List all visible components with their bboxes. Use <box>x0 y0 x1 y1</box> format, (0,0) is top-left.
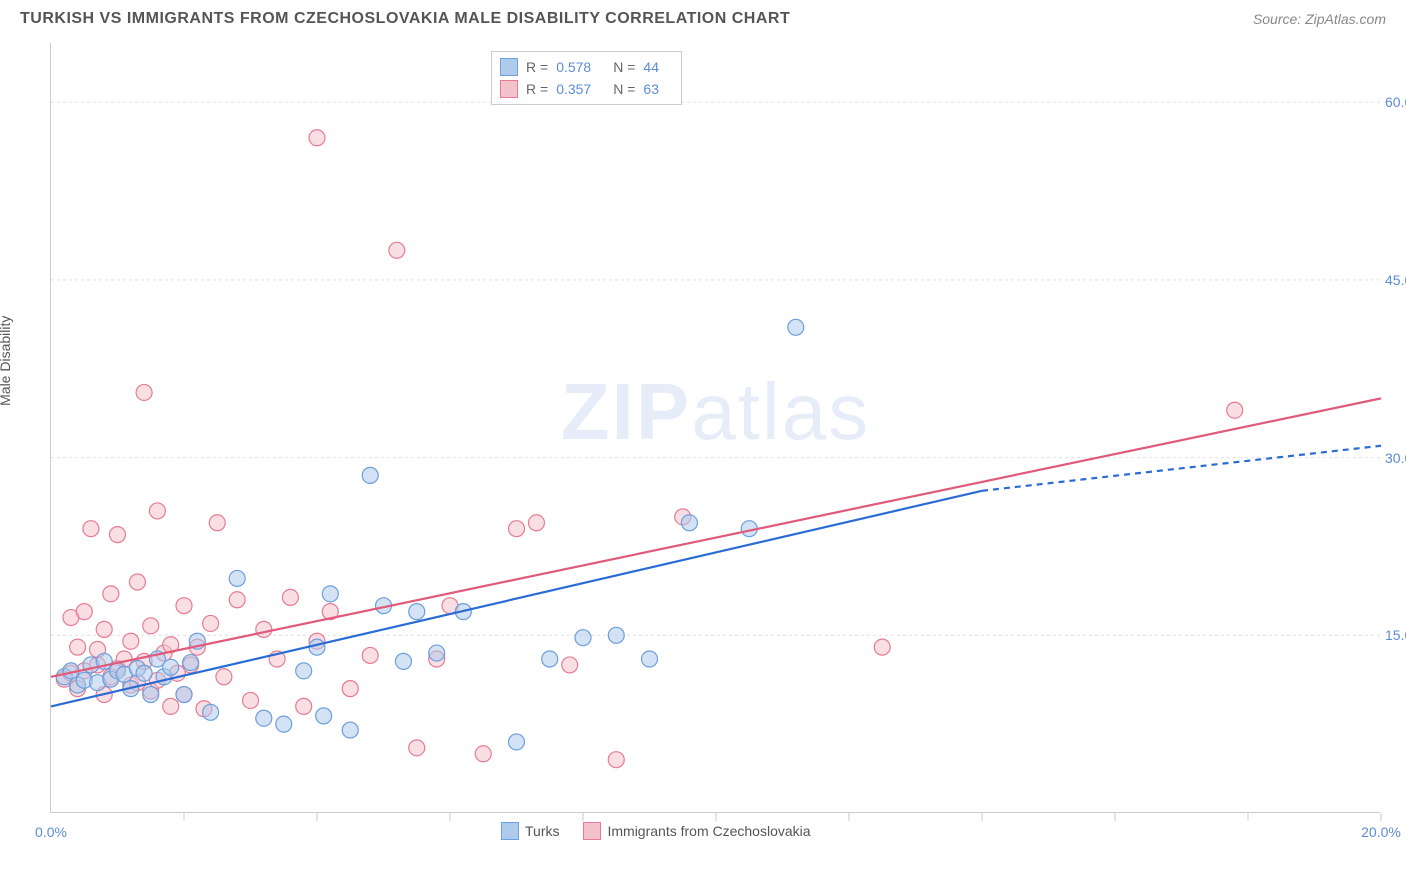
y-axis-label: Male Disability <box>0 316 13 406</box>
legend-series-label: Turks <box>525 823 559 839</box>
n-label: N = <box>613 59 635 75</box>
legend-swatch <box>583 822 601 840</box>
chart-wrapper: Male Disability ZIPatlas R =0.578N =44R … <box>0 33 1406 853</box>
x-tick-label: 20.0% <box>1361 824 1401 840</box>
header: TURKISH VS IMMIGRANTS FROM CZECHOSLOVAKI… <box>0 0 1406 33</box>
legend-stat-row: R = 0.357 N = 63 <box>500 78 673 100</box>
legend-series-item: Turks <box>501 822 559 840</box>
scatter-plot-svg <box>51 43 1380 812</box>
x-tick-label: 0.0% <box>35 824 67 840</box>
n-value: 44 <box>643 59 659 75</box>
legend-swatch <box>500 80 518 98</box>
plot-area: ZIPatlas R =0.578N =44R =0.357N =63 Turk… <box>50 43 1380 813</box>
n-label: N = <box>613 81 635 97</box>
y-tick-label: 45.0% <box>1385 272 1406 288</box>
y-tick-label: 30.0% <box>1385 450 1406 466</box>
legend-swatch <box>501 822 519 840</box>
r-label: R = <box>526 59 548 75</box>
r-value: 0.578 <box>556 59 591 75</box>
y-tick-label: 60.0% <box>1385 94 1406 110</box>
legend-swatch <box>500 58 518 76</box>
legend-series-item: Immigrants from Czechoslovakia <box>583 822 810 840</box>
source-label: Source: <box>1253 11 1305 27</box>
r-value: 0.357 <box>556 81 591 97</box>
chart-title: TURKISH VS IMMIGRANTS FROM CZECHOSLOVAKI… <box>20 10 790 28</box>
y-tick-label: 15.0% <box>1385 627 1406 643</box>
legend-bottom: Turks Immigrants from Czechoslovakia <box>501 822 811 840</box>
legend-series-label: Immigrants from Czechoslovakia <box>607 823 810 839</box>
legend-stat-row: R = 0.578 N = 44 <box>500 56 673 78</box>
legend-top: R = 0.578 N = 44 R = 0.357 N = 63 <box>491 51 682 105</box>
source-attribution: Source: ZipAtlas.com <box>1253 11 1386 27</box>
source-link[interactable]: ZipAtlas.com <box>1305 11 1386 27</box>
n-value: 63 <box>643 81 659 97</box>
r-label: R = <box>526 81 548 97</box>
